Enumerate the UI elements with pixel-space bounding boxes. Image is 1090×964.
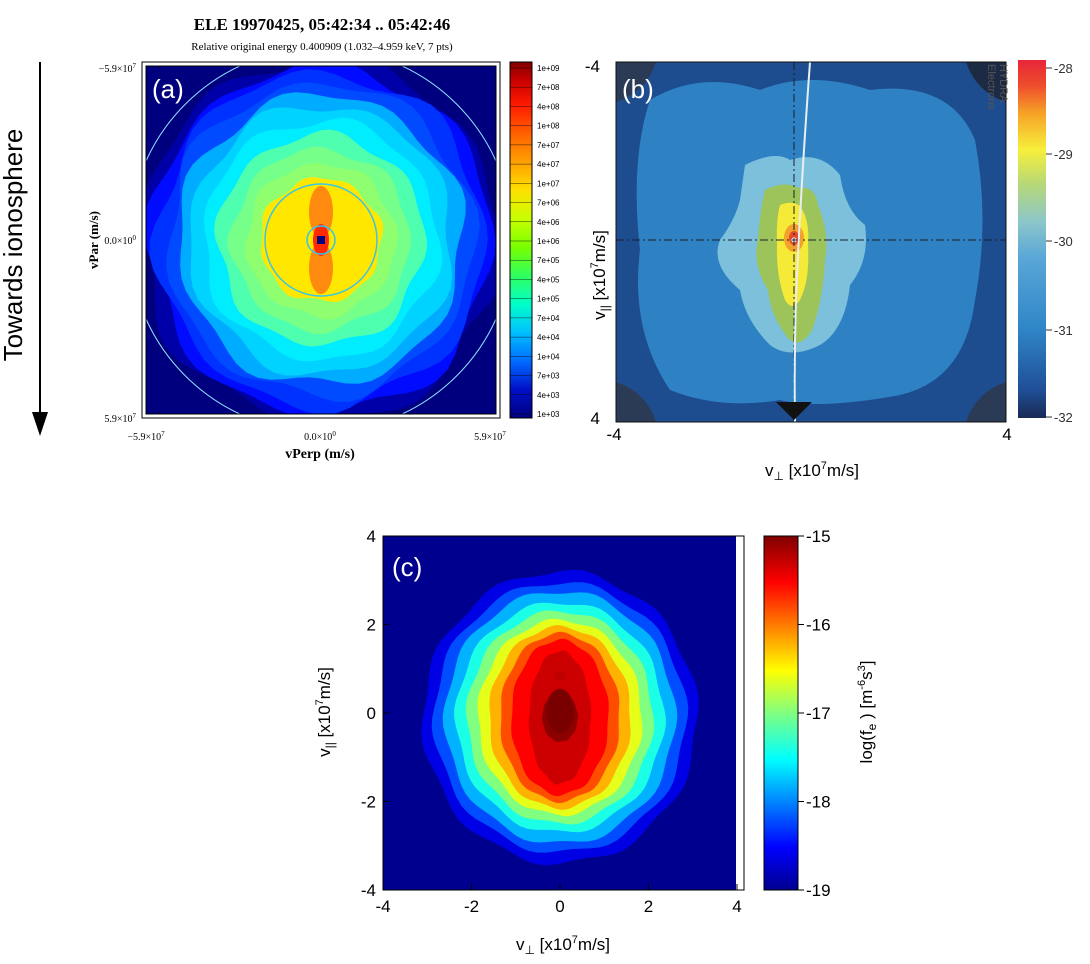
panel-b-instrument-line1: HYDRA xyxy=(997,64,1009,103)
panel-a-xlabel: vPerp (m/s) xyxy=(285,447,355,462)
panel-a-energy-circle xyxy=(306,225,336,255)
panel-c-colorbar-label: -15 xyxy=(806,527,831,546)
panel-a-label: (a) xyxy=(152,74,184,104)
ionosphere-label: Towards ionosphere xyxy=(0,129,28,362)
panel-c-ytick: -2 xyxy=(361,793,376,812)
panel-b-ylabel: v|| [x107m/s] xyxy=(589,230,612,320)
panel-a-colorbar-label: 4e+07 xyxy=(537,160,560,169)
panel-a-colorbar-label: 1e+04 xyxy=(537,352,560,361)
panel-a-colorbar-label: 1e+08 xyxy=(537,122,560,131)
panel-a-colorbar xyxy=(509,61,533,419)
panel-a-colorbar-label: 1e+07 xyxy=(537,179,560,188)
panel-a-subtitle: Relative original energy 0.400909 (1.032… xyxy=(191,41,453,53)
panel-a-colorbar-label: 4e+08 xyxy=(537,102,560,111)
panel-a-colorbar-label: 4e+06 xyxy=(537,218,560,227)
panel-a-ytick: 0.0×100 xyxy=(104,234,136,247)
panel-a-title: ELE 19970425, 05:42:34 .. 05:42:46 xyxy=(194,15,450,34)
panel-b-xtick: -4 xyxy=(606,425,621,444)
panel-a-colorbar-label: 1e+06 xyxy=(537,237,560,246)
panel-a-xtick: −5.9×107 xyxy=(127,430,165,443)
panel-c-label: (c) xyxy=(392,552,422,582)
panel-a-energy-circle xyxy=(264,183,378,297)
ionosphere-direction-arrow xyxy=(32,62,48,436)
panel-c-xtick: 2 xyxy=(644,897,653,916)
panel-a-colorbar-label: 1e+03 xyxy=(537,410,560,419)
panel-c-colorbar xyxy=(763,535,799,891)
panel-a-colorbar-label: 4e+05 xyxy=(537,275,560,284)
panel-a-ytick: 5.9×107 xyxy=(104,412,136,425)
panel-c-ytick: 4 xyxy=(367,527,376,546)
panel-c-colorbar-label: -16 xyxy=(806,616,831,635)
panel-a-colorbar-label: 7e+08 xyxy=(537,83,560,92)
panel-c-heatmap xyxy=(421,569,699,866)
panel-c-ytick: 2 xyxy=(367,616,376,635)
panel-c-colorbar-label: -17 xyxy=(806,704,831,723)
panel-c-xtick: -4 xyxy=(375,897,390,916)
panel-b-colorbar-label: -28 xyxy=(1054,61,1073,76)
panel-b-colorbar-label: -31 xyxy=(1054,323,1073,338)
panel-b-label: (b) xyxy=(622,74,654,104)
panel-b-colorbar-label: -32 xyxy=(1054,410,1073,425)
panel-c-colorbar-label: log(fe ) [m-6s3] xyxy=(856,661,879,764)
panel-b-heatmap xyxy=(616,62,1006,422)
panel-a-core-lobe xyxy=(309,186,333,238)
panel-b-ytick: 4 xyxy=(591,409,600,428)
panel-a-ylabel: vPar (m/s) xyxy=(86,211,101,269)
panel-c-xtick: 0 xyxy=(555,897,564,916)
panel-a-colorbar-label: 1e+05 xyxy=(537,295,560,304)
panel-b-colorbar xyxy=(1018,60,1046,418)
panel-a-core-lobe xyxy=(309,242,333,294)
panel-c: (c) -4 -2 0 2 4 4 2 0 -2 -4 v⊥ [x107m/s] v|| [x1… xyxy=(314,527,879,957)
panel-c-ylabel: v|| [x107m/s] xyxy=(314,667,337,757)
panel-a-colorbar-label: 7e+06 xyxy=(537,199,560,208)
panel-a-colorbar-label: 4e+04 xyxy=(537,333,560,342)
panel-b-colorbar-label: -30 xyxy=(1054,234,1073,249)
panel-c-core-spot xyxy=(554,670,566,681)
panel-a-ytick: −5.9×107 xyxy=(99,62,137,75)
panel-a-colorbar-label: 7e+05 xyxy=(537,256,560,265)
panel-b-colorbar-label: -29 xyxy=(1054,147,1073,162)
panel-c-xlabel: v⊥ [x107m/s] xyxy=(516,934,610,957)
panel-c-ytick: 0 xyxy=(367,704,376,723)
panel-a-xtick: 0.0×100 xyxy=(304,430,336,443)
panel-c-colorbar-label: -19 xyxy=(806,881,831,900)
panel-a-center-marker xyxy=(317,236,325,244)
panel-c-core xyxy=(546,688,574,733)
panel-a-xtick: 5.9×107 xyxy=(474,430,506,443)
panel-a-colorbar-label: 1e+09 xyxy=(537,64,560,73)
panel-a: ELE 19970425, 05:42:34 .. 05:42:46 Relat… xyxy=(86,15,560,462)
panel-a-colorbar-label: 7e+07 xyxy=(537,141,560,150)
panel-c-xtick: -2 xyxy=(464,897,479,916)
panel-c-xtick: 4 xyxy=(732,897,741,916)
panel-b-instrument-line2: Electrons xyxy=(985,64,997,110)
panel-a-colorbar-label: 7e+04 xyxy=(537,314,560,323)
panel-b-ytick: -4 xyxy=(585,57,600,76)
panel-c-ytick: -4 xyxy=(361,881,376,900)
panel-b: (b) HYDRA Electrons -4 4 -4 4 v⊥ [x107m/… xyxy=(585,57,1073,483)
panel-b-xtick: 4 xyxy=(1002,425,1011,444)
panel-a-colorbar-label: 7e+03 xyxy=(537,372,560,381)
panel-a-colorbar-label: 4e+03 xyxy=(537,391,560,400)
panel-b-xlabel: v⊥ [x107m/s] xyxy=(765,460,859,483)
panel-a-heatmap xyxy=(146,66,496,414)
panel-c-colorbar-label: -18 xyxy=(806,793,831,812)
